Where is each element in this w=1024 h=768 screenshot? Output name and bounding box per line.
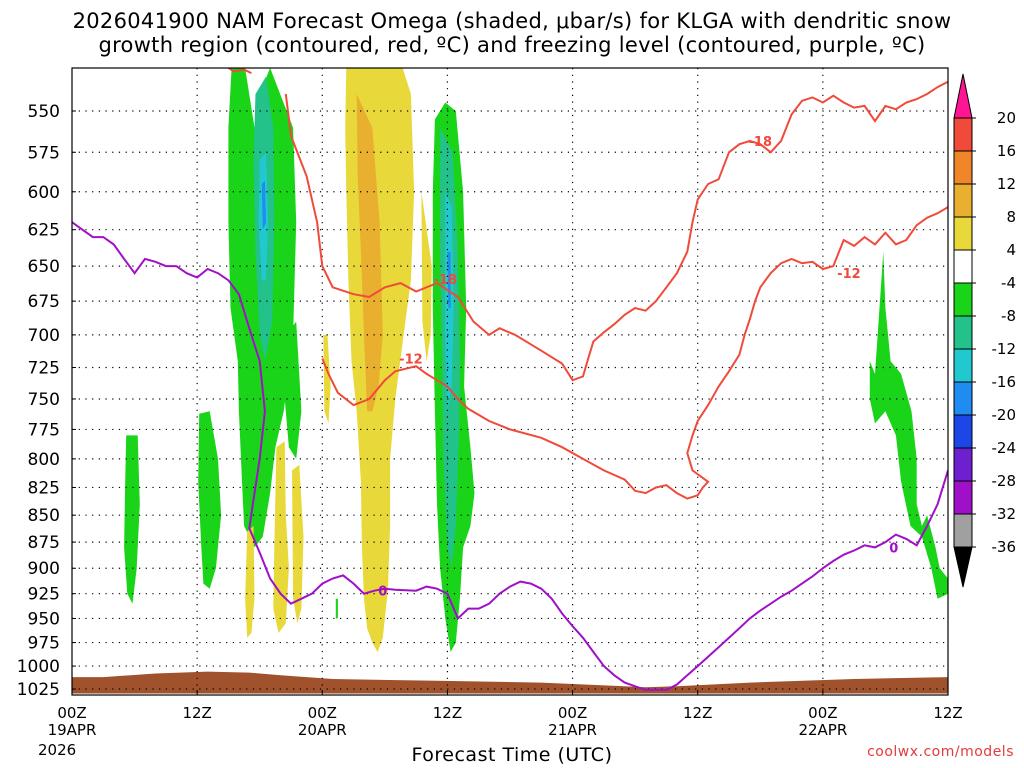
contour-label-dgz: -12 [399,352,423,367]
contour-lines [72,68,948,691]
x-tick-label: 12Z [933,704,962,722]
omega-shading [124,68,948,652]
x-axis-year: 2026 [38,741,77,759]
omega-area-yellow [292,464,304,624]
colorbar-label: -8 [1001,307,1016,325]
omega-area-green [198,411,222,589]
contour-label-freezing: 0 [889,541,898,556]
omega-area-yellow [421,191,432,362]
colorbar-swatch [953,447,973,482]
y-tick-label: 850 [28,506,60,526]
colorbar-swatch [953,480,973,515]
x-tick-label: 00Z [558,704,587,722]
dgz-contour-line [284,80,948,382]
colorbar-label: -12 [992,340,1017,358]
y-tick-label: 1000 [17,657,60,677]
y-tick-label: 800 [28,450,60,470]
x-tick-date: 21APR [548,721,597,739]
contour-label-freezing: 0 [378,585,387,600]
x-tick-label: 00Z [57,704,86,722]
y-tick-label: 650 [28,257,60,277]
y-tick-label: 1025 [17,680,60,700]
site-credit: coolwx.com/models [867,744,1014,760]
omega-area-green [335,598,338,619]
colorbar-label: -36 [992,538,1017,556]
omega-area-orange [356,94,383,412]
colorbar-swatch [953,282,973,317]
colorbar-swatch [953,117,973,152]
dgz-contour-line [227,68,252,75]
colorbar-label: -16 [992,373,1017,391]
colorbar-label: -4 [1001,274,1016,292]
dgz-contour-line [321,206,948,500]
x-axis-title: Forecast Time (UTC) [411,744,613,766]
colorbar-swatch [953,249,973,284]
colorbar-swatch [953,414,973,449]
colorbar-label: 12 [997,175,1016,193]
y-tick-label: 700 [28,326,60,346]
ground-fill [72,671,948,694]
colorbar-label: -32 [992,505,1017,523]
omega-area-green [124,435,140,604]
contour-labels: -18 -18 -12 -12 0 0 [378,135,898,600]
y-tick-label: 675 [28,292,60,312]
y-tick-label: 925 [28,585,60,605]
x-tick-label: 12Z [683,704,712,722]
colorbar-top-arrow [953,73,973,119]
colorbar-swatch [953,381,973,416]
omega-area-yellow [245,526,255,638]
colorbar-label: -20 [992,406,1017,424]
colorbar-label: 8 [1006,208,1016,226]
colorbar-swatch [953,216,973,251]
y-tick-label: 600 [28,183,60,203]
omega-area-green [869,251,948,599]
y-tick-label: 750 [28,390,60,410]
y-tick-label: 550 [28,102,60,122]
x-tick-label: 00Z [308,704,337,722]
y-tick-label: 725 [28,358,60,378]
colorbar-label: 16 [997,142,1016,160]
contour-label-dgz: -18 [434,273,458,288]
ground-terrain [72,671,948,694]
x-tick-label: 12Z [182,704,211,722]
x-tick-date: 19APR [48,721,97,739]
y-tick-label: 625 [28,221,60,241]
y-tick-label: 975 [28,634,60,654]
x-tick-label: 00Z [808,704,837,722]
colorbar-swatch [953,513,973,548]
contour-label-dgz: -12 [837,267,861,282]
y-tick-label: 825 [28,478,60,498]
chart-title-line-2: growth region (contoured, red, ºC) and f… [98,33,926,57]
grid-lines [72,68,948,695]
colorbar-swatch [953,348,973,383]
omega-area-blue [261,180,266,230]
y-axis: 550 575 600 625 650 675 700 725 750 775 800 825 850 8… [17,102,76,700]
y-tick-label: 875 [28,533,60,553]
colorbar-label: -24 [992,439,1017,457]
colorbar-swatch [953,150,973,185]
y-tick-label: 950 [28,609,60,629]
colorbar-bottom-arrow [953,546,973,588]
colorbar-swatch [953,183,973,218]
chart-title-line-1: 2026041900 NAM Forecast Omega (shaded, μ… [72,9,952,33]
x-tick-date: 22APR [798,721,847,739]
colorbar-swatch [953,315,973,350]
omega-area-yellow [323,334,331,424]
x-tick-date: 20APR [298,721,347,739]
x-tick-label: 12Z [433,704,462,722]
colorbar-label: -28 [992,472,1017,490]
y-tick-label: 775 [28,420,60,440]
omega-area-yellow [273,441,289,633]
y-tick-label: 575 [28,143,60,163]
colorbar-label: 20 [997,109,1016,127]
freezing-level-line [72,221,948,691]
contour-label-dgz: -18 [749,135,773,150]
omega-area-green [284,321,302,459]
plot-frame [71,67,949,696]
colorbar: 20 16 12 8 4 -4 -8 -12 -16 -20 -24 -28 -32 -36 [953,73,1017,588]
y-tick-label: 900 [28,559,60,579]
colorbar-label: 4 [1006,241,1016,259]
